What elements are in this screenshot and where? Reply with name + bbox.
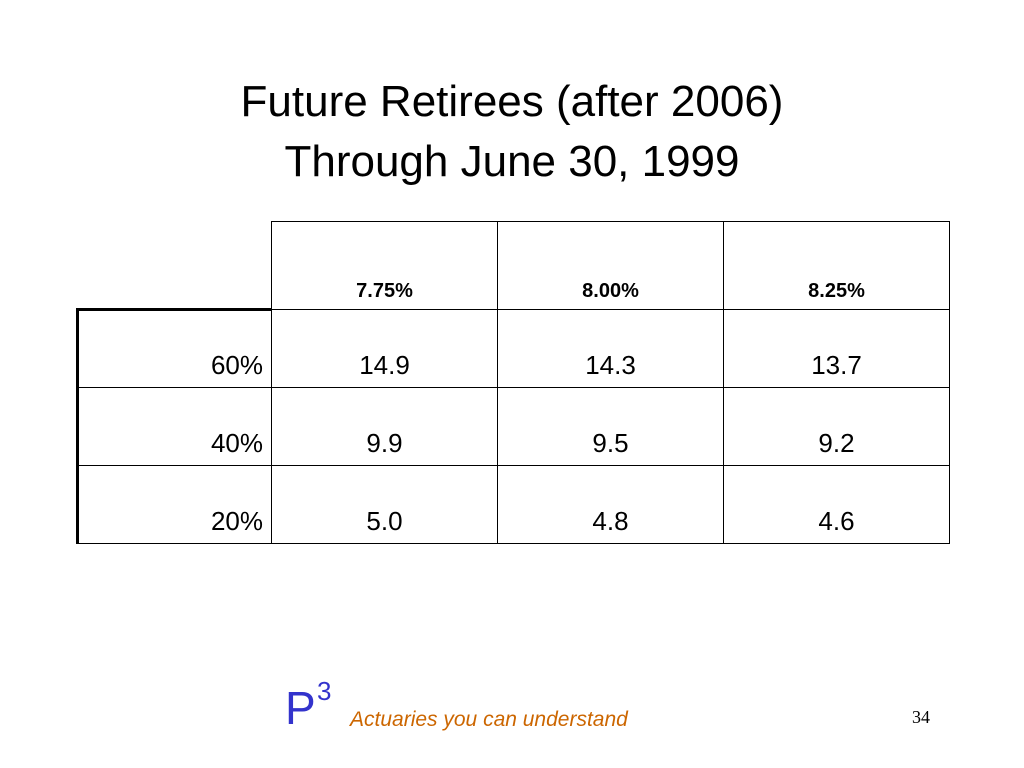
row-label: 60% [76,309,272,388]
table-cell: 5.0 [271,465,498,544]
table-cell: 9.2 [723,387,950,466]
table-cell: 9.9 [271,387,498,466]
slide-title-line-2: Through June 30, 1999 [284,137,740,186]
table-corner-cell [77,221,272,311]
retirees-table: 7.75% 8.00% 8.25% 60% 14.9 14.3 13.7 40%… [76,221,950,544]
table-cell: 4.8 [497,465,724,544]
table-cell: 14.3 [497,309,724,388]
logo-superscript: 3 [317,676,332,706]
column-header: 8.00% [497,221,724,310]
slide-title: Future Retirees (after 2006) Through Jun… [0,72,1024,192]
row-label: 20% [76,465,272,544]
table-cell: 4.6 [723,465,950,544]
table-header-row: 7.75% 8.00% 8.25% [77,221,950,311]
table-cell: 14.9 [271,309,498,388]
table-row: 40% 9.9 9.5 9.2 [76,387,950,466]
table-row: 60% 14.9 14.3 13.7 [76,309,950,388]
tagline: Actuaries you can understand [350,708,628,731]
page-number: 34 [912,707,930,727]
column-header: 7.75% [271,221,498,310]
logo-letter: P [285,682,316,734]
table-row: 20% 5.0 4.8 4.6 [76,465,950,544]
row-label: 40% [76,387,272,466]
table-cell: 13.7 [723,309,950,388]
slide-title-line-1: Future Retirees (after 2006) [240,77,784,126]
table-cell: 9.5 [497,387,724,466]
column-header: 8.25% [723,221,950,310]
